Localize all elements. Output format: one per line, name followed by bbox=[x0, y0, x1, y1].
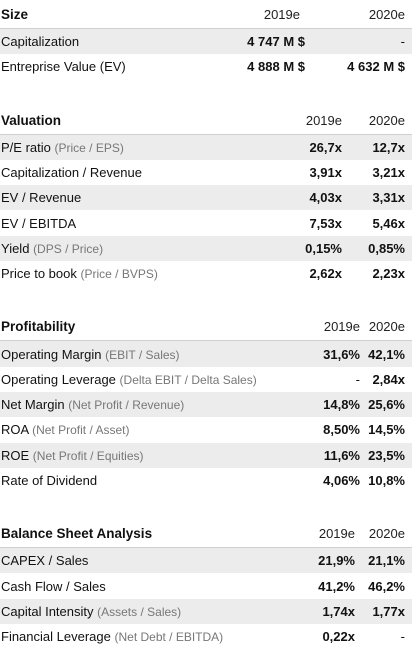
valuation-col-2020e: 2020e bbox=[368, 112, 405, 128]
value-2019e: 41,2% bbox=[318, 578, 355, 594]
value-2020e: 46,2% bbox=[368, 578, 405, 594]
value-2020e: 3,31x bbox=[372, 190, 405, 206]
balance-col-2020e: 2020e bbox=[368, 526, 405, 542]
value-2019e: 4 888 M $ bbox=[247, 59, 305, 75]
row-label: P/E ratio (Price / EPS) bbox=[1, 139, 124, 155]
row-label: Yield (DPS / Price) bbox=[1, 240, 104, 256]
profitability-header: Profitability 2019e 2020e bbox=[0, 312, 412, 342]
profitability-col-2019e: 2019e bbox=[323, 319, 360, 335]
value-2019e: 3,91x bbox=[309, 165, 342, 181]
table-row: ROE (Net Profit / Equities) 11,6% 23,5% bbox=[0, 442, 412, 468]
balance-title: Balance Sheet Analysis bbox=[1, 526, 153, 542]
table-row: EV / EBITDA 7,53x 5,46x bbox=[0, 210, 412, 235]
value-2020e: 2,84x bbox=[372, 371, 405, 387]
value-2019e: 31,6% bbox=[323, 346, 360, 362]
value-2019e: 1,74x bbox=[322, 603, 355, 619]
size-col-2019e: 2019e bbox=[263, 7, 300, 22]
balance-sheet-section: Balance Sheet Analysis 2019e 2020e CAPEX… bbox=[0, 519, 412, 649]
value-2019e: 14,8% bbox=[323, 397, 360, 413]
value-2019e: 26,7x bbox=[309, 139, 342, 155]
row-label: Cash Flow / Sales bbox=[1, 578, 106, 594]
row-label: Operating Margin (EBIT / Sales) bbox=[1, 346, 180, 362]
balance-col-2019e: 2019e bbox=[318, 526, 355, 542]
value-2020e: - bbox=[400, 34, 405, 50]
value-2020e: 42,1% bbox=[368, 346, 405, 362]
profitability-rows: Operating Margin (EBIT / Sales) 31,6% 42… bbox=[0, 341, 412, 493]
valuation-col-2019e: 2019e bbox=[305, 112, 342, 128]
table-row: Price to book (Price / BVPS) 2,62x 2,23x bbox=[0, 261, 412, 286]
table-row: Capital Intensity (Assets / Sales) 1,74x… bbox=[0, 598, 412, 625]
profitability-col-2020e: 2020e bbox=[368, 319, 405, 335]
value-2019e: 8,50% bbox=[323, 422, 360, 438]
value-2019e: 4,06% bbox=[323, 473, 360, 488]
value-2019e: 2,62x bbox=[309, 266, 342, 282]
value-2019e: 7,53x bbox=[309, 215, 342, 231]
table-row: ROA (Net Profit / Asset) 8,50% 14,5% bbox=[0, 417, 412, 442]
row-label: Operating Leverage (Delta EBIT / Delta S… bbox=[1, 371, 257, 387]
value-2020e: 10,8% bbox=[368, 473, 405, 488]
table-row: Operating Margin (EBIT / Sales) 31,6% 42… bbox=[0, 341, 412, 367]
value-2020e: 12,7x bbox=[372, 139, 405, 155]
valuation-header: Valuation 2019e 2020e bbox=[0, 106, 412, 135]
size-header: Size 2019e 2020e bbox=[0, 0, 412, 29]
row-label: Financial Leverage (Net Debt / EBITDA) bbox=[1, 629, 224, 645]
size-rows: Capitalization 4 747 M $ - Entreprise Va… bbox=[0, 29, 412, 80]
valuation-section: Valuation 2019e 2020e P/E ratio (Price /… bbox=[0, 106, 412, 287]
table-row: Financial Leverage (Net Debt / EBITDA) 0… bbox=[0, 624, 412, 649]
table-row: Operating Leverage (Delta EBIT / Delta S… bbox=[0, 367, 412, 392]
size-section: Size 2019e 2020e Capitalization 4 747 M … bbox=[0, 0, 412, 80]
value-2020e: 14,5% bbox=[368, 422, 405, 438]
table-row: P/E ratio (Price / EPS) 26,7x 12,7x bbox=[0, 134, 412, 160]
row-label: Capitalization / Revenue bbox=[1, 165, 142, 181]
profitability-section: Profitability 2019e 2020e Operating Marg… bbox=[0, 312, 412, 493]
value-2020e: 23,5% bbox=[368, 447, 405, 463]
value-2020e: - bbox=[400, 629, 405, 645]
table-row: Cash Flow / Sales 41,2% 46,2% bbox=[0, 573, 412, 598]
valuation-title: Valuation bbox=[1, 112, 62, 128]
row-label: ROE (Net Profit / Equities) bbox=[1, 447, 144, 463]
table-row: Rate of Dividend 4,06% 10,8% bbox=[0, 468, 412, 493]
table-row: Capitalization 4 747 M $ - bbox=[0, 29, 412, 55]
size-col-2020e: 2020e bbox=[368, 7, 405, 22]
row-label: EV / Revenue bbox=[1, 190, 82, 206]
value-2020e: 1,77x bbox=[372, 603, 405, 619]
value-2020e: 5,46x bbox=[372, 215, 405, 231]
balance-header: Balance Sheet Analysis 2019e 2020e bbox=[0, 519, 412, 549]
value-2020e: 21,1% bbox=[368, 553, 405, 569]
profitability-title: Profitability bbox=[1, 319, 76, 335]
value-2019e: 4,03x bbox=[309, 190, 342, 206]
value-2020e: 0,85% bbox=[368, 240, 405, 256]
row-label: Capitalization bbox=[1, 34, 80, 50]
valuation-rows: P/E ratio (Price / EPS) 26,7x 12,7x Capi… bbox=[0, 134, 412, 287]
row-label: Price to book (Price / BVPS) bbox=[1, 266, 158, 282]
value-2019e: 4 747 M $ bbox=[247, 34, 305, 50]
value-2019e: 21,9% bbox=[318, 553, 355, 569]
table-row: Capitalization / Revenue 3,91x 3,21x bbox=[0, 160, 412, 185]
value-2019e: 0,15% bbox=[305, 240, 342, 256]
size-title: Size bbox=[1, 7, 29, 22]
row-label: EV / EBITDA bbox=[1, 215, 77, 231]
value-2020e: 3,21x bbox=[372, 165, 405, 181]
value-2019e: 0,22x bbox=[322, 629, 355, 645]
table-row: Entreprise Value (EV) 4 888 M $ 4 632 M … bbox=[0, 54, 412, 79]
row-label: Capital Intensity (Assets / Sales) bbox=[1, 603, 182, 619]
row-label: Entreprise Value (EV) bbox=[1, 59, 126, 75]
table-row: Net Margin (Net Profit / Revenue) 14,8% … bbox=[0, 391, 412, 418]
value-2020e: 4 632 M $ bbox=[347, 59, 405, 75]
balance-rows: CAPEX / Sales 21,9% 21,1% Cash Flow / Sa… bbox=[0, 548, 412, 649]
row-label: Rate of Dividend bbox=[1, 473, 98, 488]
value-2019e: - bbox=[355, 371, 360, 387]
value-2020e: 25,6% bbox=[368, 397, 405, 413]
row-label: ROA (Net Profit / Asset) bbox=[1, 422, 130, 438]
table-row: CAPEX / Sales 21,9% 21,1% bbox=[0, 548, 412, 574]
row-label: Net Margin (Net Profit / Revenue) bbox=[1, 397, 185, 413]
value-2020e: 2,23x bbox=[372, 266, 405, 282]
value-2019e: 11,6% bbox=[323, 447, 360, 463]
table-row: Yield (DPS / Price) 0,15% 0,85% bbox=[0, 235, 412, 262]
table-row: EV / Revenue 4,03x 3,31x bbox=[0, 185, 412, 211]
row-label: CAPEX / Sales bbox=[1, 553, 89, 569]
